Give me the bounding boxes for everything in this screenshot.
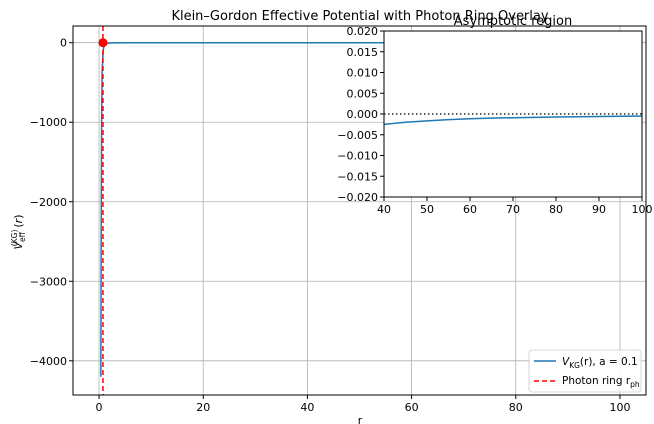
inset-x-tick-label: 100 [632, 203, 653, 216]
legend: VKG(r), a = 0.1 Photon ring rph [528, 349, 642, 393]
main-x-tick-label: 60 [405, 401, 419, 414]
inset-y-tick-label: 0.005 [347, 87, 379, 100]
main-x-tick-label: 40 [300, 401, 314, 414]
main-y-tick-label: −2000 [30, 196, 67, 209]
main-axes-frame [72, 25, 647, 396]
inset-axes: 40 50 60 70 80 90 100 0.020 0.015 0.010 0.005 0.00… [337, 14, 652, 216]
main-y-axis-label: Veff(KG)(r) [10, 214, 27, 249]
main-title: Klein–Gordon Effective Potential with Ph… [171, 9, 548, 24]
inset-y-tick-label: −0.015 [337, 170, 378, 183]
inset-title: Asymptotic region [454, 14, 572, 29]
inset-y-tick-label: 0.000 [347, 108, 379, 121]
main-x-tick-label: 80 [509, 401, 523, 414]
main-y-tick-label: −4000 [30, 355, 67, 368]
inset-y-tick-label: 0.020 [347, 25, 379, 38]
legend-label-vkg: VKG(r), a = 0.1 [562, 356, 638, 370]
inset-x-tick-label: 80 [549, 203, 563, 216]
inset-y-tick-label: 0.015 [347, 46, 379, 59]
inset-y-ticks: 0.020 0.015 0.010 0.005 0.000 −0.005 −0.010 −0.… [337, 25, 384, 204]
inset-x-tick-label: 40 [377, 203, 391, 216]
svg-text:Veff(KG)(r): Veff(KG)(r) [10, 214, 27, 249]
inset-x-ticks: 40 50 60 70 80 90 100 [377, 197, 653, 216]
main-y-tick-label: −1000 [30, 116, 67, 129]
inset-x-tick-label: 50 [420, 203, 434, 216]
inset-x-tick-label: 60 [463, 203, 477, 216]
main-x-tick-label: 100 [609, 401, 630, 414]
main-x-tick-label: 20 [196, 401, 210, 414]
inset-plot-area [383, 113, 643, 126]
main-plot-area [98, 26, 620, 395]
inset-y-tick-label: 0.010 [347, 67, 379, 80]
inset-x-tick-label: 90 [592, 203, 606, 216]
inset-y-tick-label: −0.005 [337, 129, 378, 142]
inset-x-tick-label: 70 [506, 203, 520, 216]
series-line-vkg [100, 41, 620, 377]
main-y-ticks: 0 −1000 −2000 −3000 −4000 [30, 37, 73, 368]
main-x-axis-label: r [358, 414, 363, 424]
legend-label-photon-ring: Photon ring rph [562, 375, 640, 389]
main-x-tick-label: 0 [96, 401, 103, 414]
inset-series-line-vkg [383, 115, 643, 126]
main-y-tick-label: −3000 [30, 275, 67, 288]
inset-y-tick-label: −0.020 [337, 191, 378, 204]
main-y-tick-label: 0 [60, 37, 67, 50]
photon-ring-marker [98, 38, 108, 48]
inset-y-tick-label: −0.010 [337, 150, 378, 163]
main-x-ticks: 0 20 40 60 80 100 [96, 395, 630, 414]
